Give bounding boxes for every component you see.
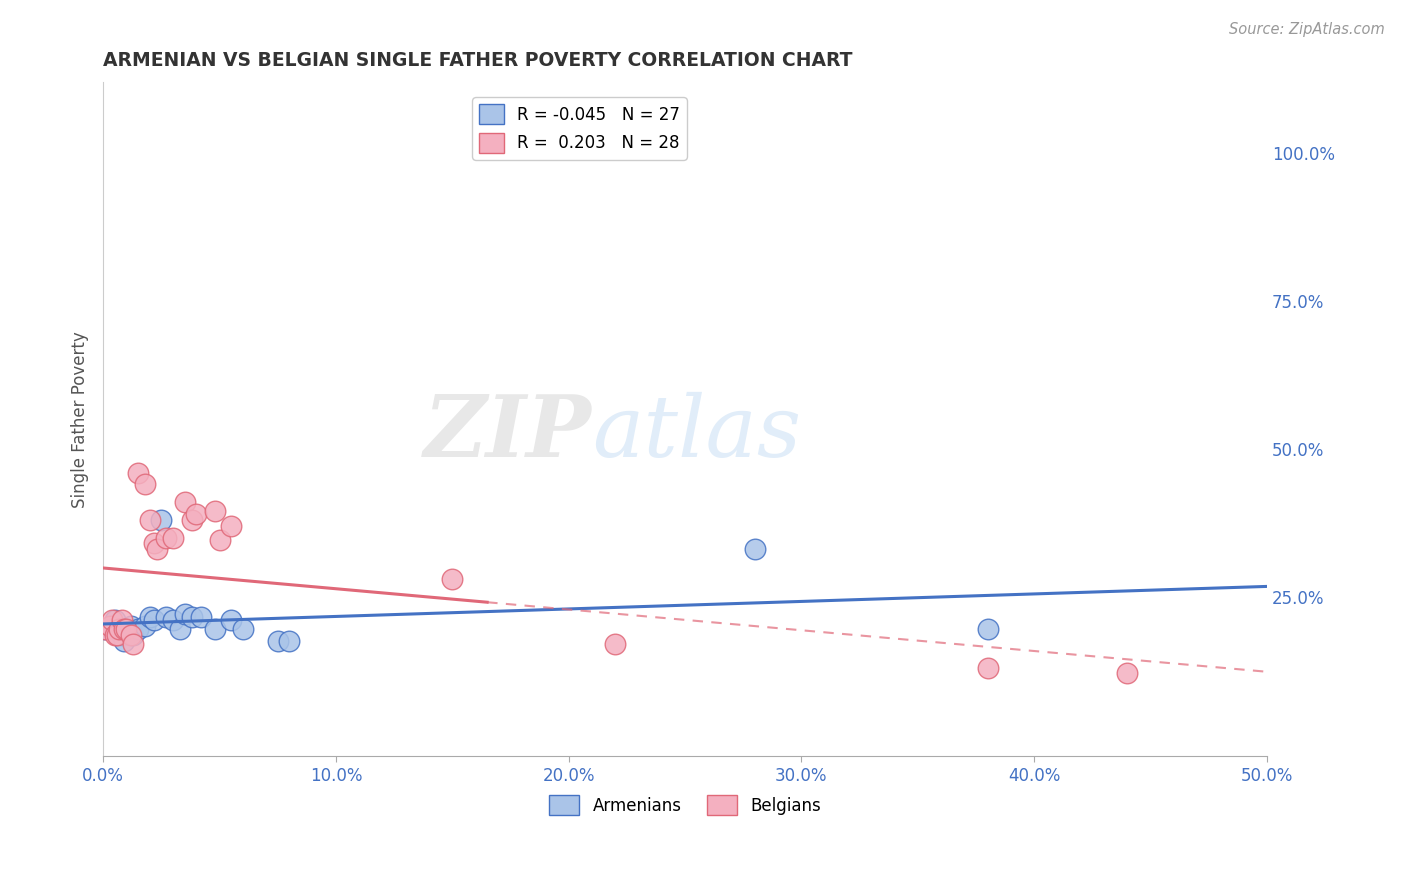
Point (744, 542, 766, 557)
Point (169, 622, 191, 636)
Point (108, 625, 131, 640)
Point (120, 619, 142, 633)
Point (127, 622, 149, 636)
Point (155, 610, 177, 624)
Point (150, 513, 173, 527)
Point (208, 533, 231, 548)
Point (122, 637, 145, 651)
Point (104, 628, 127, 642)
Point (219, 613, 242, 627)
Point (173, 607, 195, 622)
Point (145, 542, 167, 557)
Point (976, 660, 998, 674)
Point (138, 610, 160, 624)
Point (108, 622, 131, 636)
Point (94, 622, 117, 636)
Point (134, 619, 156, 633)
Point (155, 531, 177, 545)
Point (219, 518, 242, 533)
Point (180, 610, 202, 624)
Point (94, 622, 117, 636)
Point (190, 610, 212, 624)
Point (138, 513, 160, 527)
Point (173, 495, 195, 509)
Point (180, 513, 202, 527)
Point (127, 466, 149, 480)
Point (115, 622, 138, 636)
Point (105, 622, 128, 636)
Point (98, 619, 121, 633)
Point (162, 613, 184, 627)
Point (204, 622, 226, 636)
Point (112, 634, 135, 648)
Point (204, 504, 226, 518)
Text: ZIP: ZIP (425, 391, 592, 475)
Text: Source: ZipAtlas.com: Source: ZipAtlas.com (1229, 22, 1385, 37)
Point (101, 613, 124, 627)
Text: ARMENIAN VS BELGIAN SINGLE FATHER POVERTY CORRELATION CHART: ARMENIAN VS BELGIAN SINGLE FATHER POVERT… (103, 51, 852, 70)
Point (111, 628, 134, 642)
Point (232, 622, 254, 636)
Y-axis label: Single Father Poverty: Single Father Poverty (72, 331, 89, 508)
Legend: Armenians, Belgians: Armenians, Belgians (543, 789, 827, 822)
Point (111, 613, 134, 627)
Point (143, 613, 166, 627)
Point (115, 622, 138, 636)
Point (104, 613, 127, 627)
Point (162, 531, 184, 545)
Point (1116, 666, 1139, 681)
Point (105, 628, 128, 642)
Point (134, 477, 156, 491)
Point (278, 634, 301, 648)
Point (122, 628, 145, 642)
Point (112, 622, 135, 636)
Text: atlas: atlas (592, 392, 801, 475)
Point (267, 634, 290, 648)
Point (143, 536, 166, 550)
Point (120, 628, 142, 642)
Point (441, 572, 464, 586)
Point (976, 622, 998, 636)
Point (605, 637, 627, 651)
Point (186, 507, 208, 521)
